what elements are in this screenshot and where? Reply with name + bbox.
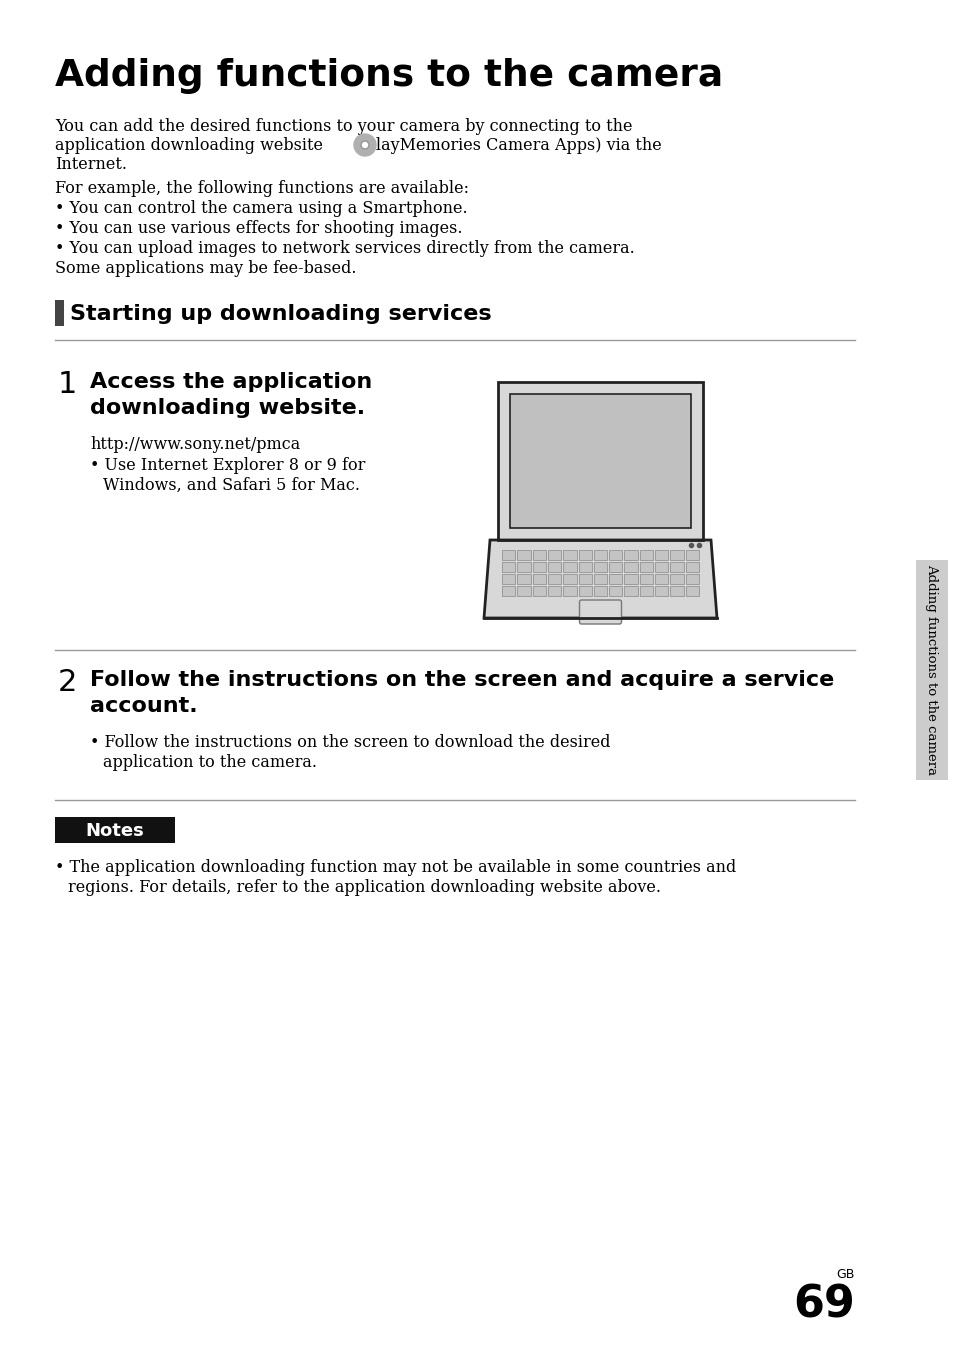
Bar <box>593 586 606 596</box>
Text: account.: account. <box>90 695 197 716</box>
Circle shape <box>360 141 369 149</box>
Bar <box>655 586 668 596</box>
Text: Access the application: Access the application <box>90 373 372 391</box>
Text: regions. For details, refer to the application downloading website above.: regions. For details, refer to the appli… <box>68 880 660 896</box>
Bar <box>578 586 591 596</box>
Bar <box>593 574 606 584</box>
Bar <box>670 562 683 572</box>
Bar <box>547 574 560 584</box>
Bar <box>562 562 576 572</box>
Text: http://www.sony.net/pmca: http://www.sony.net/pmca <box>90 436 300 453</box>
Polygon shape <box>483 539 717 617</box>
Bar <box>609 550 621 560</box>
Bar <box>547 562 560 572</box>
Bar <box>547 586 560 596</box>
Bar <box>55 816 174 843</box>
Text: Starting up downloading services: Starting up downloading services <box>70 304 491 324</box>
Text: • You can upload images to network services directly from the camera.: • You can upload images to network servi… <box>55 239 634 257</box>
Bar <box>593 550 606 560</box>
Bar <box>547 550 560 560</box>
Bar <box>685 586 699 596</box>
Bar <box>639 574 653 584</box>
Text: Follow the instructions on the screen and acquire a service: Follow the instructions on the screen an… <box>90 670 833 690</box>
Bar <box>624 574 638 584</box>
Bar <box>578 562 591 572</box>
Text: Adding functions to the camera: Adding functions to the camera <box>55 58 722 94</box>
Bar <box>532 550 545 560</box>
Bar <box>639 586 653 596</box>
Bar <box>624 550 638 560</box>
Bar <box>685 574 699 584</box>
Bar <box>55 300 64 325</box>
Bar <box>510 394 690 529</box>
FancyBboxPatch shape <box>578 600 620 624</box>
Text: • Use Internet Explorer 8 or 9 for: • Use Internet Explorer 8 or 9 for <box>90 457 365 473</box>
Text: Some applications may be fee-based.: Some applications may be fee-based. <box>55 260 356 277</box>
Text: • Follow the instructions on the screen to download the desired: • Follow the instructions on the screen … <box>90 734 610 751</box>
Bar <box>655 562 668 572</box>
Text: downloading website.: downloading website. <box>90 398 365 418</box>
Bar <box>624 562 638 572</box>
Bar <box>517 550 530 560</box>
Text: application to the camera.: application to the camera. <box>103 755 316 771</box>
Text: You can add the desired functions to your camera by connecting to the: You can add the desired functions to you… <box>55 118 632 134</box>
Text: • The application downloading function may not be available in some countries an: • The application downloading function m… <box>55 859 736 876</box>
Bar <box>670 586 683 596</box>
Circle shape <box>354 134 375 156</box>
Bar <box>655 550 668 560</box>
Bar <box>609 574 621 584</box>
Bar <box>562 550 576 560</box>
Bar <box>501 562 515 572</box>
Bar <box>639 550 653 560</box>
Bar <box>501 586 515 596</box>
Bar <box>517 562 530 572</box>
Text: 1: 1 <box>58 370 77 399</box>
Circle shape <box>362 143 367 148</box>
Bar <box>685 550 699 560</box>
Text: Windows, and Safari 5 for Mac.: Windows, and Safari 5 for Mac. <box>103 477 359 494</box>
Bar <box>497 382 702 539</box>
Bar <box>532 586 545 596</box>
Bar <box>593 562 606 572</box>
Bar <box>517 586 530 596</box>
Text: Internet.: Internet. <box>55 156 127 174</box>
Bar <box>578 550 591 560</box>
Bar <box>639 562 653 572</box>
Bar <box>532 562 545 572</box>
Text: • You can control the camera using a Smartphone.: • You can control the camera using a Sma… <box>55 200 467 217</box>
Bar <box>624 586 638 596</box>
Bar <box>655 574 668 584</box>
Bar <box>609 562 621 572</box>
Text: Adding functions to the camera: Adding functions to the camera <box>924 565 938 776</box>
Bar <box>501 550 515 560</box>
Text: 2: 2 <box>58 668 77 697</box>
Bar <box>532 574 545 584</box>
Bar <box>517 574 530 584</box>
Text: GB: GB <box>836 1268 854 1280</box>
Bar <box>609 586 621 596</box>
Bar <box>501 574 515 584</box>
Text: For example, the following functions are available:: For example, the following functions are… <box>55 180 469 196</box>
Bar <box>685 562 699 572</box>
Text: Notes: Notes <box>86 822 144 841</box>
Text: • You can use various effects for shooting images.: • You can use various effects for shooti… <box>55 221 462 237</box>
Bar <box>562 586 576 596</box>
Bar <box>915 560 947 780</box>
Bar <box>578 574 591 584</box>
Text: application downloading website       (PlayMemories Camera Apps) via the: application downloading website (PlayMem… <box>55 137 661 153</box>
Bar <box>562 574 576 584</box>
Bar <box>670 550 683 560</box>
Text: 69: 69 <box>792 1283 854 1326</box>
Bar <box>670 574 683 584</box>
